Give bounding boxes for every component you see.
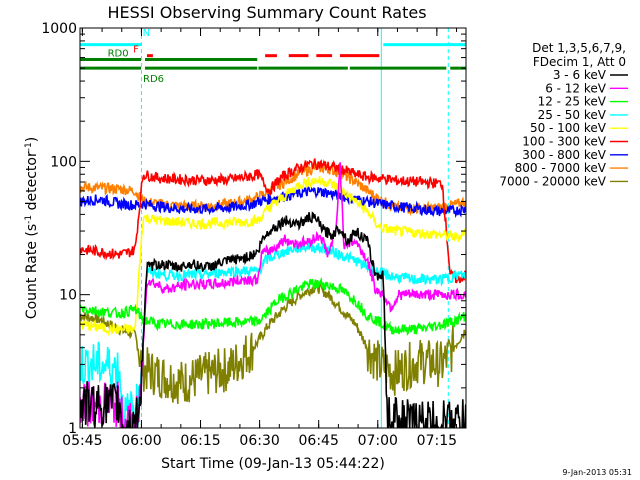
footer-timestamp: 9-Jan-2013 05:31 [562, 468, 632, 477]
y-tick-label-3: 1000 [41, 21, 77, 37]
legend-label-4: 50 - 100 keV [530, 121, 607, 135]
legend-label-2: 12 - 25 keV [538, 95, 607, 109]
plot-frame [79, 27, 467, 429]
series-line-8 [80, 279, 466, 404]
series-line-0 [80, 211, 466, 428]
x-tick-label-1: 06:00 [121, 433, 161, 449]
legend-header-line-1: Det 1,3,5,6,7,9, [532, 41, 626, 55]
y-label-end: ) [24, 137, 40, 142]
x-tick-label-6: 07:15 [417, 433, 457, 449]
y-label-sup-2: -1 [24, 142, 34, 151]
legend-label-0: 3 - 6 keV [553, 68, 607, 82]
series-line-5 [80, 158, 466, 284]
x-tick-label-4: 06:45 [299, 433, 339, 449]
y-tick-label-2: 100 [50, 154, 77, 170]
state-label-rd0: RD0 [108, 49, 129, 60]
x-tick-label-0: 05:45 [62, 433, 102, 449]
y-tick-label-1: 10 [59, 288, 77, 304]
legend-label-1: 6 - 12 keV [545, 81, 607, 95]
data-layer [80, 28, 466, 428]
legend-label-7: 800 - 7000 keV [515, 161, 607, 175]
plot-area: NF RD0 RD6 05:45 06:00 06:15 06:30 06:45 07:00 07… [41, 21, 467, 449]
x-tick-label-3: 06:30 [239, 433, 279, 449]
y-label-main: Count Rate (s [24, 224, 40, 319]
state-label-rd6: RD6 [143, 74, 164, 85]
legend: Det 1,3,5,6,7,9, FDecim 1, Att 0 3 - 6 k… [499, 41, 628, 188]
y-label-sup-1: -1 [24, 215, 34, 224]
series-line-4 [80, 175, 466, 337]
chart-title: HESSI Observing Summary Count Rates [107, 3, 426, 22]
legend-label-8: 7000 - 20000 keV [499, 174, 606, 188]
legend-header-line-2: FDecim 1, Att 0 [533, 55, 626, 69]
y-axis-label: Count Rate (s-1 detector-1) [24, 137, 40, 319]
legend-label-6: 300 - 800 keV [522, 148, 606, 162]
y-label-mid: detector [24, 151, 40, 215]
x-axis-label: Start Time (09-Jan-13 05:44:22) [161, 456, 385, 472]
legend-label-5: 100 - 300 keV [522, 135, 606, 149]
state-label-f: F [133, 45, 139, 56]
legend-label-3: 25 - 50 keV [538, 108, 607, 122]
x-tick-label-5: 07:00 [358, 433, 398, 449]
x-tick-label-2: 06:15 [180, 433, 220, 449]
series-line-6 [80, 186, 466, 219]
y-tick-label-0: 1 [68, 421, 77, 437]
state-label-n: N [143, 28, 150, 39]
